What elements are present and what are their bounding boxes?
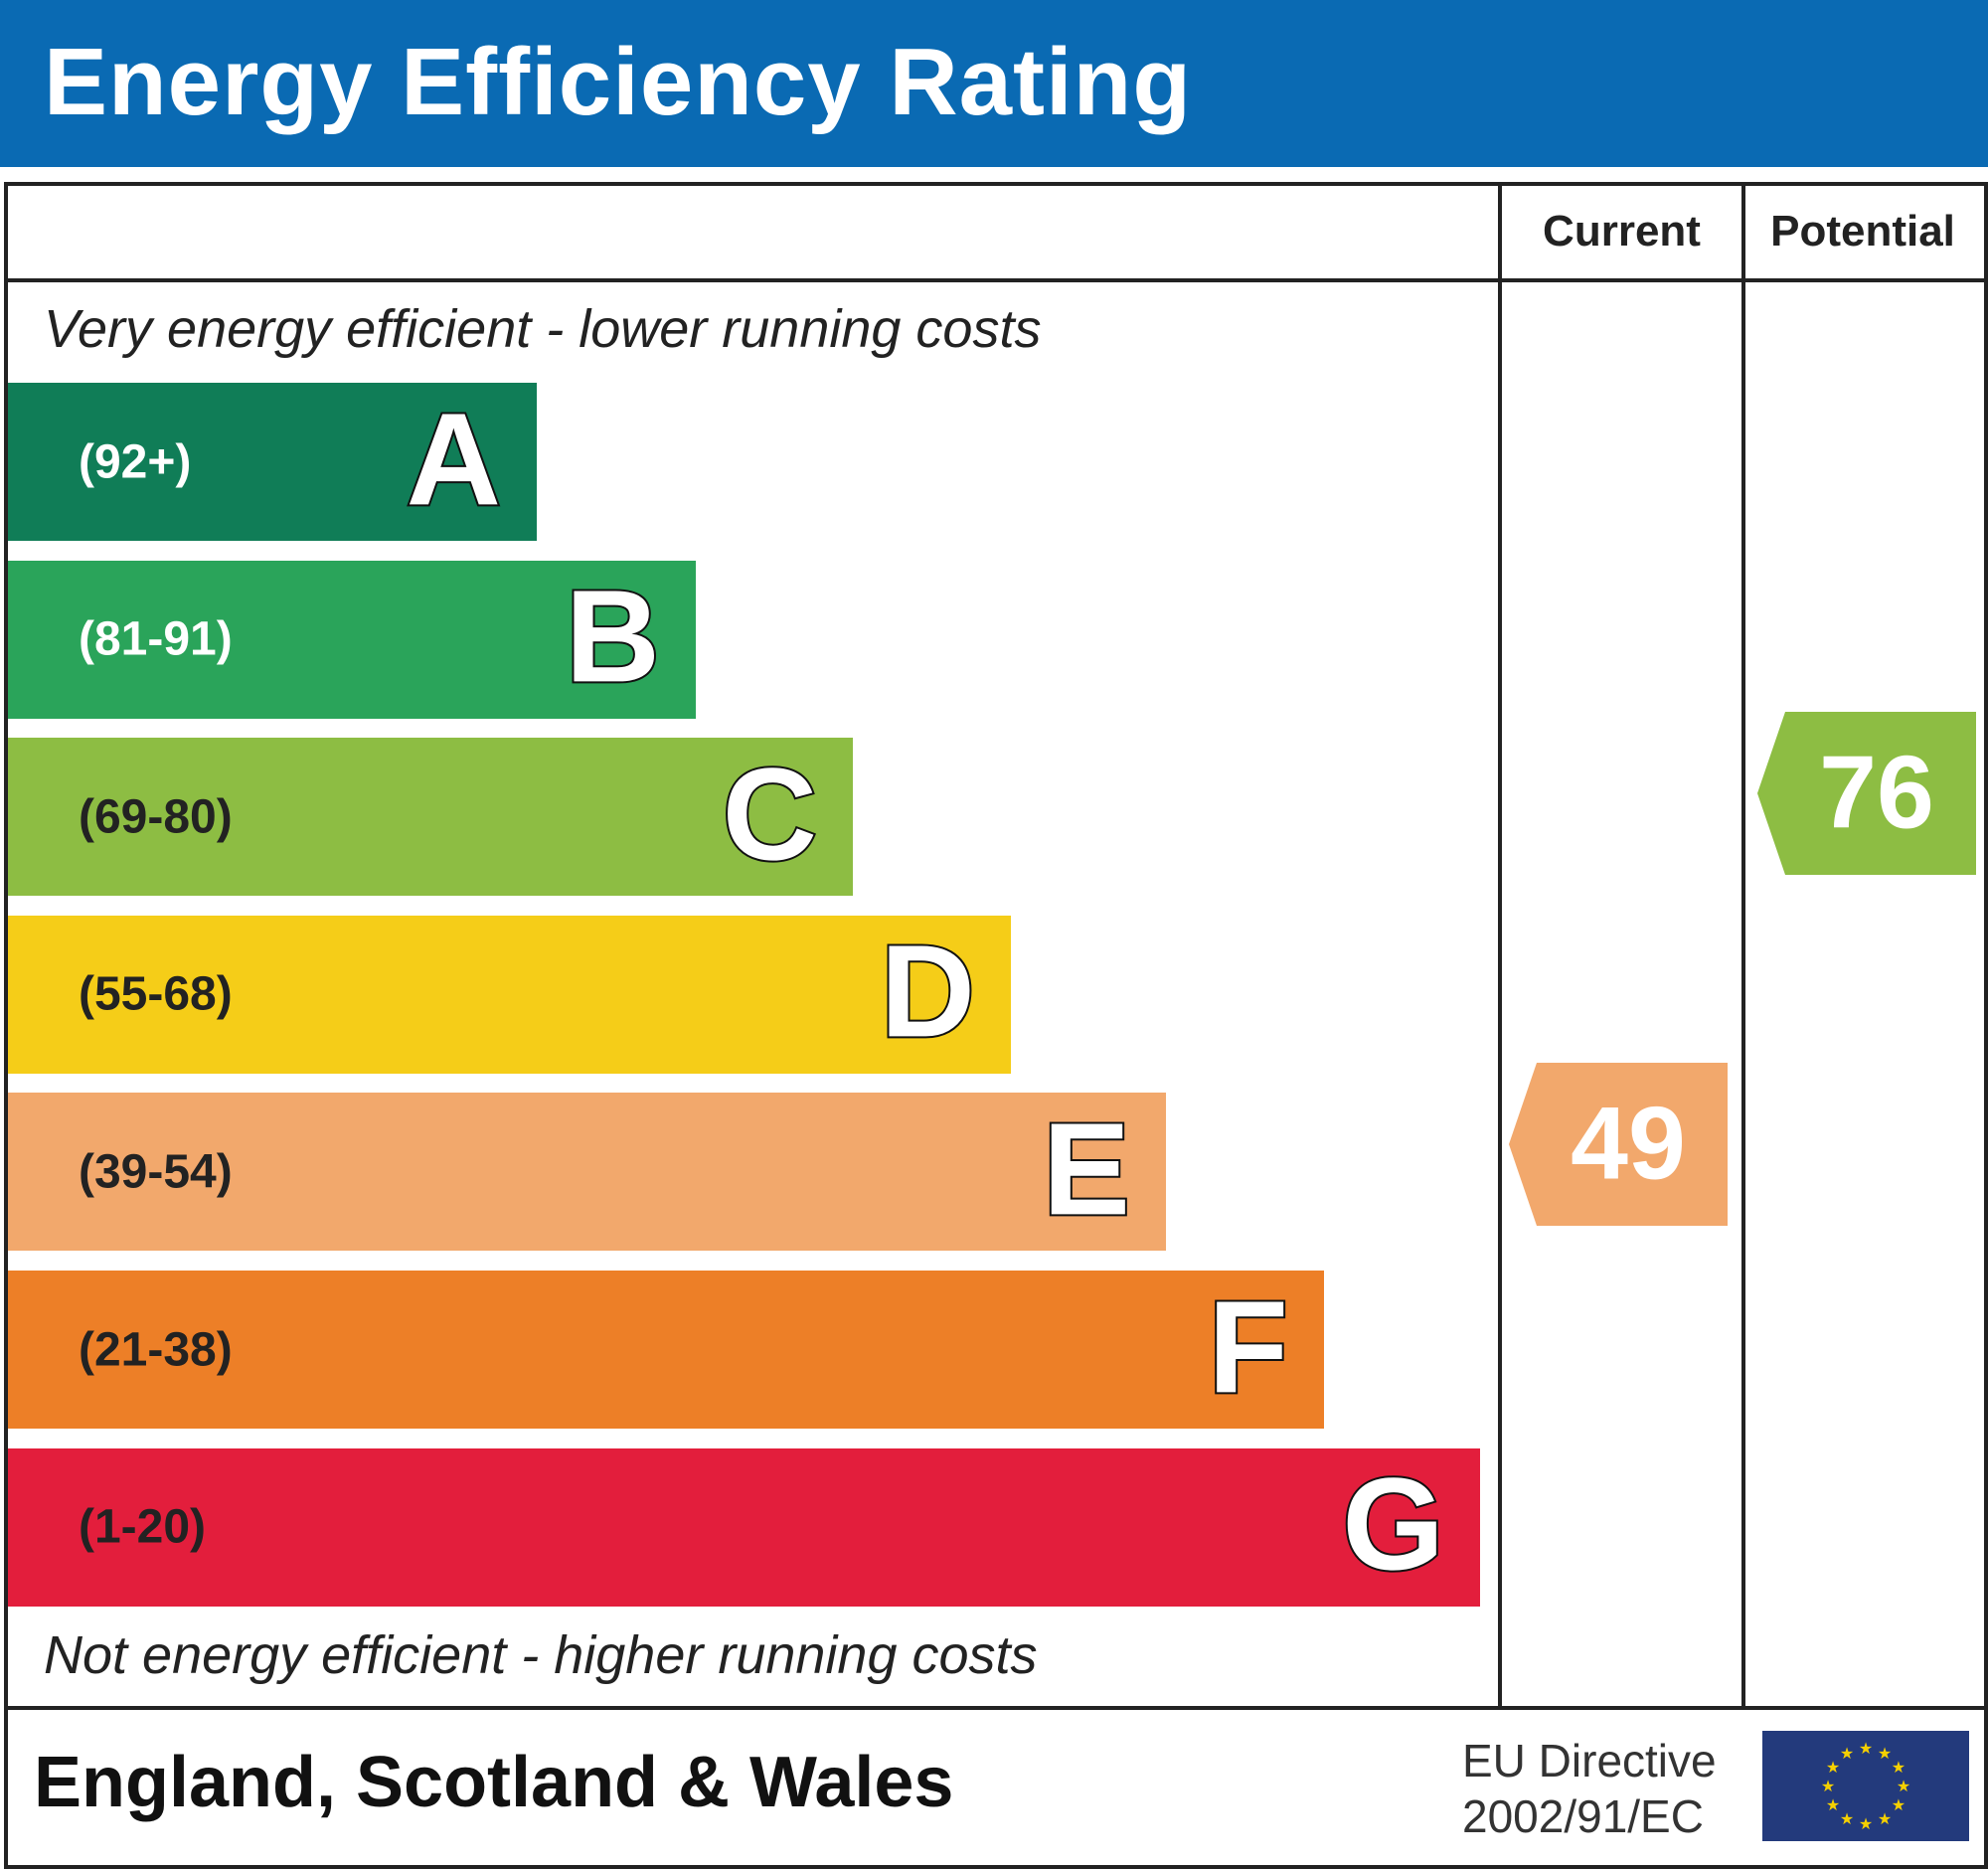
band-letter: C	[721, 741, 819, 888]
eu-directive-label: EU Directive	[1462, 1735, 1717, 1786]
potential-rating-value: 76	[1819, 735, 1934, 851]
star-icon: ★	[1859, 1741, 1873, 1758]
band-letter: G	[1340, 1450, 1446, 1598]
band-range: (69-80)	[79, 790, 233, 844]
star-icon: ★	[1892, 1760, 1905, 1777]
star-icon: ★	[1821, 1779, 1835, 1795]
star-icon: ★	[1878, 1811, 1892, 1828]
current-column-header: Current	[1543, 207, 1701, 255]
band-a: (92+) A	[8, 383, 537, 541]
potential-column-divider	[1741, 182, 1745, 1708]
star-icon: ★	[1840, 1811, 1854, 1828]
band-g: (1-20) G	[8, 1447, 1480, 1607]
star-icon: ★	[1840, 1746, 1854, 1763]
band-letter: B	[564, 563, 662, 710]
potential-column-header: Potential	[1770, 207, 1955, 255]
potential-rating-arrow: 76	[1757, 712, 1976, 875]
current-rating-value: 49	[1571, 1086, 1686, 1202]
eu-directive-number: 2002/91/EC	[1462, 1790, 1704, 1842]
star-icon: ★	[1826, 1760, 1840, 1777]
band-range: (92+)	[79, 435, 192, 488]
eu-flag-icon: ★ ★ ★ ★ ★ ★ ★ ★ ★ ★ ★ ★	[1762, 1731, 1969, 1841]
band-range: (55-68)	[79, 967, 233, 1021]
band-letter: E	[1041, 1096, 1132, 1243]
header-banner	[0, 0, 1988, 167]
band-b: (81-91) B	[8, 560, 696, 719]
band-range: (21-38)	[79, 1323, 233, 1376]
current-column-divider	[1498, 182, 1502, 1708]
band-letter: A	[405, 385, 503, 532]
band-range: (1-20)	[79, 1500, 207, 1554]
band-f: (21-38) F	[8, 1271, 1324, 1429]
band-c: (69-80) C	[8, 738, 853, 897]
band-d: (55-68) D	[8, 915, 1011, 1074]
star-icon: ★	[1859, 1816, 1873, 1833]
current-rating-arrow: 49	[1509, 1063, 1728, 1226]
band-e: (39-54) E	[8, 1093, 1166, 1252]
top-note: Very energy efficient - lower running co…	[44, 299, 1042, 359]
page-title: Energy Efficiency Rating	[44, 29, 1192, 135]
band-range: (81-91)	[79, 612, 233, 666]
current-arrow-shape	[1509, 1063, 1728, 1226]
region-label: England, Scotland & Wales	[34, 1743, 954, 1822]
star-icon: ★	[1897, 1779, 1910, 1795]
header-divider	[4, 278, 1984, 282]
band-letter: D	[879, 918, 977, 1065]
star-icon: ★	[1878, 1746, 1892, 1763]
band-range: (39-54)	[79, 1145, 233, 1199]
band-letter: F	[1206, 1273, 1290, 1420]
star-icon: ★	[1826, 1797, 1840, 1814]
potential-arrow-shape	[1757, 712, 1976, 875]
star-icon: ★	[1892, 1797, 1905, 1814]
footer-divider	[4, 1706, 1984, 1710]
bottom-note: Not energy efficient - higher running co…	[44, 1625, 1038, 1685]
